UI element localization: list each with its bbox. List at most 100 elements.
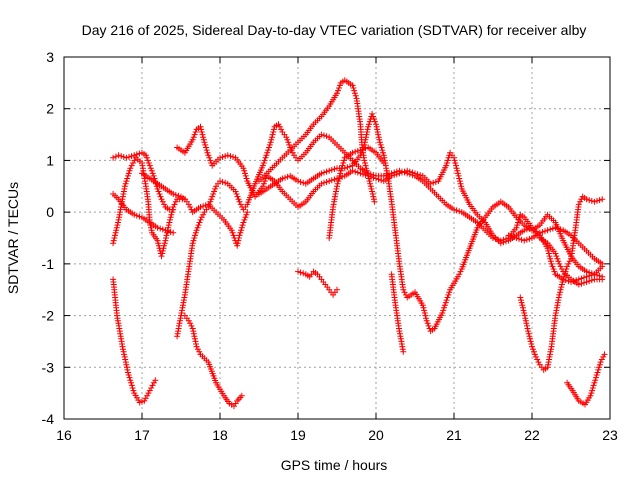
data-point-marker <box>458 183 465 190</box>
data-point-marker <box>532 353 539 360</box>
data-point-marker <box>185 317 192 324</box>
data-point-marker <box>259 183 266 190</box>
x-tick-label: 21 <box>446 427 462 443</box>
data-point-marker <box>366 121 372 128</box>
data-point-marker <box>200 203 207 210</box>
data-point-marker <box>581 274 587 281</box>
data-point-marker <box>362 162 369 169</box>
data-point-marker <box>207 198 214 205</box>
data-point-marker <box>339 173 346 180</box>
data-point-marker <box>521 237 528 244</box>
data-point-marker <box>523 236 530 243</box>
data-point-marker <box>400 286 407 293</box>
series-track-k <box>295 268 340 298</box>
data-point-marker <box>401 289 408 296</box>
data-point-marker <box>112 232 118 239</box>
data-point-marker <box>295 268 301 275</box>
data-point-marker <box>519 302 526 309</box>
data-point-marker <box>527 338 534 345</box>
data-point-marker <box>492 235 499 242</box>
data-point-marker <box>323 168 330 175</box>
data-point-marker <box>425 322 432 329</box>
data-point-marker <box>242 172 249 179</box>
data-point-marker <box>531 348 537 355</box>
data-point-marker <box>224 152 231 159</box>
data-point-marker <box>266 144 272 151</box>
data-point-marker <box>453 162 459 169</box>
data-point-marker <box>143 154 150 161</box>
data-point-marker <box>419 302 426 309</box>
data-point-marker <box>573 277 580 284</box>
data-point-marker <box>157 225 164 232</box>
data-point-marker <box>154 237 161 244</box>
data-point-marker <box>205 204 212 210</box>
data-point-marker <box>146 387 153 394</box>
chart-title: Day 216 of 2025, Sidereal Day-to-day VTE… <box>82 22 587 38</box>
data-point-marker <box>197 204 204 210</box>
data-point-marker <box>270 129 277 135</box>
data-point-marker <box>456 271 463 278</box>
data-point-marker <box>521 227 528 234</box>
data-point-marker <box>171 201 178 208</box>
data-point-marker <box>331 176 338 183</box>
data-point-marker <box>379 147 386 154</box>
data-point-marker <box>334 286 340 293</box>
data-point-marker <box>352 92 359 99</box>
data-point-marker <box>269 131 276 138</box>
data-point-marker <box>367 180 374 187</box>
data-point-marker <box>239 222 246 229</box>
data-point-marker <box>337 170 344 177</box>
data-point-marker <box>126 374 133 381</box>
data-point-marker <box>360 146 366 153</box>
data-point-marker <box>112 153 119 160</box>
data-point-marker <box>129 385 136 391</box>
data-point-marker <box>505 232 512 239</box>
data-point-marker <box>128 382 135 389</box>
data-point-marker <box>222 153 229 160</box>
y-tick-label: 3 <box>46 49 54 65</box>
data-point-marker <box>121 183 128 190</box>
data-point-marker <box>378 144 385 151</box>
data-point-marker <box>110 154 117 161</box>
data-point-marker <box>260 160 267 166</box>
data-point-marker <box>565 260 572 267</box>
data-point-marker <box>553 253 560 260</box>
data-point-marker <box>204 149 211 156</box>
data-point-marker <box>594 272 600 279</box>
data-point-marker <box>555 225 561 232</box>
data-point-marker <box>133 212 140 219</box>
data-point-marker <box>335 87 341 94</box>
data-point-marker <box>596 197 603 204</box>
y-axis-label: SDTVAR / TECUs <box>5 182 21 294</box>
data-point-marker <box>240 219 247 226</box>
data-point-marker <box>241 167 248 174</box>
data-point-marker <box>427 180 434 187</box>
data-point-marker <box>115 152 122 159</box>
data-point-marker <box>124 366 131 373</box>
data-point-marker <box>593 374 599 381</box>
data-point-marker <box>444 157 451 164</box>
data-point-marker <box>404 170 411 177</box>
data-point-marker <box>238 224 245 231</box>
data-point-marker <box>369 191 376 197</box>
data-point-marker <box>181 196 188 203</box>
data-point-marker <box>125 170 132 177</box>
series-track-p <box>505 224 606 267</box>
data-point-marker <box>424 320 431 327</box>
data-point-marker <box>156 191 163 197</box>
data-point-marker <box>432 179 439 185</box>
data-point-marker <box>514 222 521 229</box>
data-point-marker <box>276 123 283 130</box>
data-point-marker <box>131 157 138 164</box>
data-point-marker <box>123 361 130 368</box>
data-point-marker <box>586 278 593 285</box>
data-point-marker <box>236 198 243 205</box>
data-point-marker <box>457 268 464 275</box>
x-tick-label: 20 <box>368 427 384 443</box>
data-point-marker <box>275 121 282 128</box>
data-point-marker <box>170 204 177 210</box>
data-point-marker <box>227 153 234 160</box>
data-point-marker <box>128 153 135 160</box>
data-point-marker <box>599 260 606 267</box>
data-point-marker <box>264 149 271 156</box>
